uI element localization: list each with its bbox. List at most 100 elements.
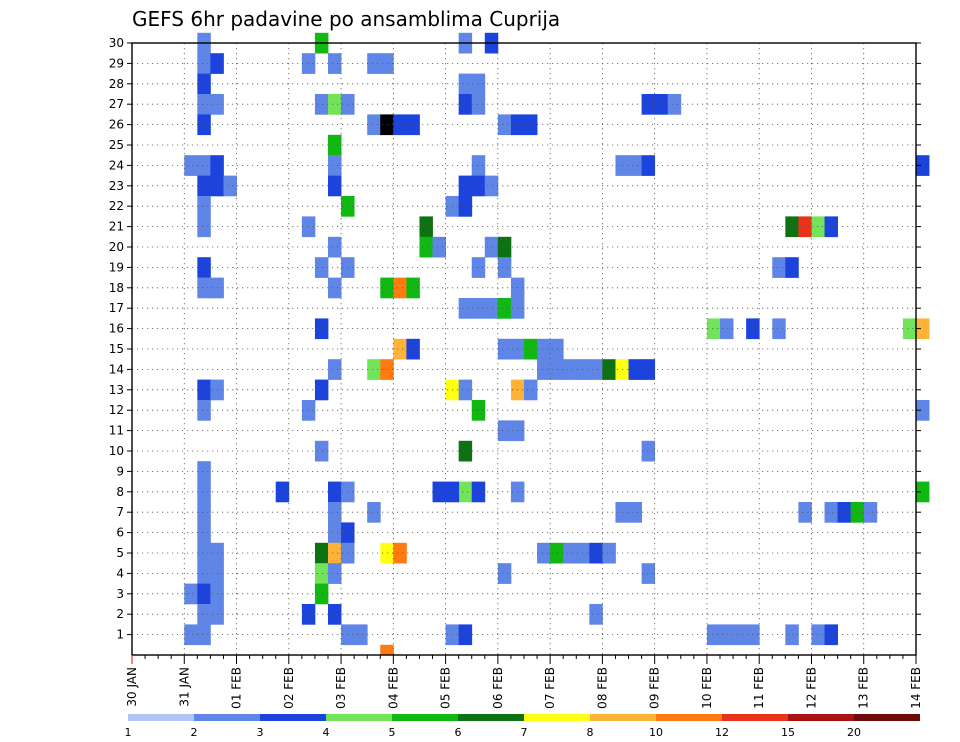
heatmap-cell [301, 604, 316, 625]
heatmap-cell [380, 644, 394, 656]
heatmap-cell [328, 359, 342, 380]
colorbar-swatch [590, 714, 656, 721]
heatmap-cell [824, 502, 838, 523]
y-tick-label: 25 [109, 138, 124, 152]
heatmap-cell [497, 257, 512, 278]
heatmap-cell [328, 155, 342, 176]
colorbar-label: 7 [521, 726, 528, 739]
heatmap-cell [798, 216, 812, 238]
heatmap-cell [419, 216, 433, 238]
heatmap-cell [484, 236, 499, 258]
heatmap-cell [458, 379, 473, 401]
heatmap-cell [301, 216, 316, 238]
colorbar-swatch [854, 714, 920, 721]
y-tick-label: 10 [109, 444, 124, 458]
heatmap-cell [589, 604, 603, 625]
x-tick-label: 13 FEB [857, 667, 871, 709]
heatmap-cell [328, 53, 342, 74]
heatmap-cell [458, 440, 473, 462]
colorbar-swatch [392, 714, 458, 721]
colorbar-swatch [656, 714, 722, 721]
heatmap-cell [197, 175, 211, 197]
y-tick-label: 16 [109, 322, 124, 336]
heatmap-cell [328, 236, 342, 258]
heatmap-cell [916, 400, 930, 421]
x-tick-label: 04 FEB [386, 667, 400, 709]
heatmap-cells [184, 32, 930, 656]
heatmap-cell [197, 400, 211, 421]
heatmap-cell [314, 318, 329, 340]
y-tick-label: 21 [109, 220, 124, 234]
y-tick-label: 22 [109, 199, 124, 213]
heatmap-cell [393, 338, 407, 360]
y-tick-label: 2 [116, 607, 124, 621]
colorbar-label: 20 [847, 726, 861, 739]
colorbar-swatch [128, 714, 194, 721]
y-tick-label: 11 [109, 424, 124, 438]
y-tick-label: 1 [116, 628, 124, 642]
heatmap-cell [916, 318, 930, 340]
colorbar-label: 2 [191, 726, 198, 739]
heatmap-cell [497, 338, 512, 360]
heatmap-cell [524, 379, 538, 401]
heatmap-cell [367, 53, 381, 74]
heatmap-cell [314, 542, 329, 564]
heatmap-cell [641, 440, 656, 462]
x-tick-label: 14 FEB [909, 667, 923, 709]
heatmap-cell [458, 298, 473, 319]
x-tick-label: 06 FEB [491, 667, 505, 709]
colorbar-label: 6 [455, 726, 462, 739]
x-tick-label: 09 FEB [648, 667, 662, 709]
heatmap-cell [471, 298, 486, 319]
x-tick-label: 10 FEB [700, 667, 714, 709]
x-tick-label: 08 FEB [595, 667, 609, 709]
heatmap-cell [367, 502, 381, 523]
y-tick-label: 28 [109, 77, 124, 91]
colorbar-label: 12 [715, 726, 729, 739]
heatmap-cell [484, 175, 499, 197]
heatmap-cell [641, 563, 656, 584]
heatmap-cell [432, 481, 446, 503]
heatmap-cell [328, 542, 342, 564]
heatmap-cell [314, 583, 329, 605]
heatmap-cell [458, 175, 473, 197]
colorbar-swatch [260, 714, 326, 721]
x-tick-label: 03 FEB [334, 667, 348, 709]
heatmap-cell [824, 216, 838, 238]
heatmap-cell [563, 542, 577, 564]
heatmap-cell [432, 236, 446, 258]
heatmap-cell [537, 338, 551, 360]
y-tick-label: 15 [109, 342, 124, 356]
heatmap-cell [537, 542, 551, 564]
heatmap-cell [484, 298, 499, 319]
x-tick-label: 11 FEB [752, 667, 766, 709]
heatmap-cell [197, 216, 211, 238]
y-tick-label: 27 [109, 97, 124, 111]
heatmap-cell [393, 277, 407, 299]
heatmap-cell [314, 563, 329, 584]
y-tick-label: 4 [116, 566, 124, 580]
heatmap-cell [524, 338, 538, 360]
heatmap-cell [471, 257, 486, 278]
y-tick-label: 26 [109, 118, 124, 132]
heatmap-cell [354, 624, 368, 646]
heatmap-cell [184, 583, 198, 605]
heatmap-cell [197, 53, 211, 74]
heatmap-cell [497, 298, 512, 319]
y-tick-label: 20 [109, 240, 124, 254]
heatmap-cell [772, 318, 786, 340]
heatmap-cell [419, 236, 433, 258]
heatmap-cell [471, 175, 486, 197]
colorbar-label: 8 [587, 726, 594, 739]
heatmap-cell [314, 379, 329, 401]
heatmap-cell [197, 114, 211, 136]
heatmap-cell [197, 94, 211, 115]
heatmap-cell [497, 420, 512, 442]
colorbar-label: 1 [125, 726, 132, 739]
heatmap-cell [550, 338, 564, 360]
heatmap-cell [197, 583, 211, 605]
heatmap-cell [497, 114, 512, 136]
heatmap-cell [197, 277, 211, 299]
heatmap-cell [798, 502, 812, 523]
y-tick-label: 23 [109, 179, 124, 193]
